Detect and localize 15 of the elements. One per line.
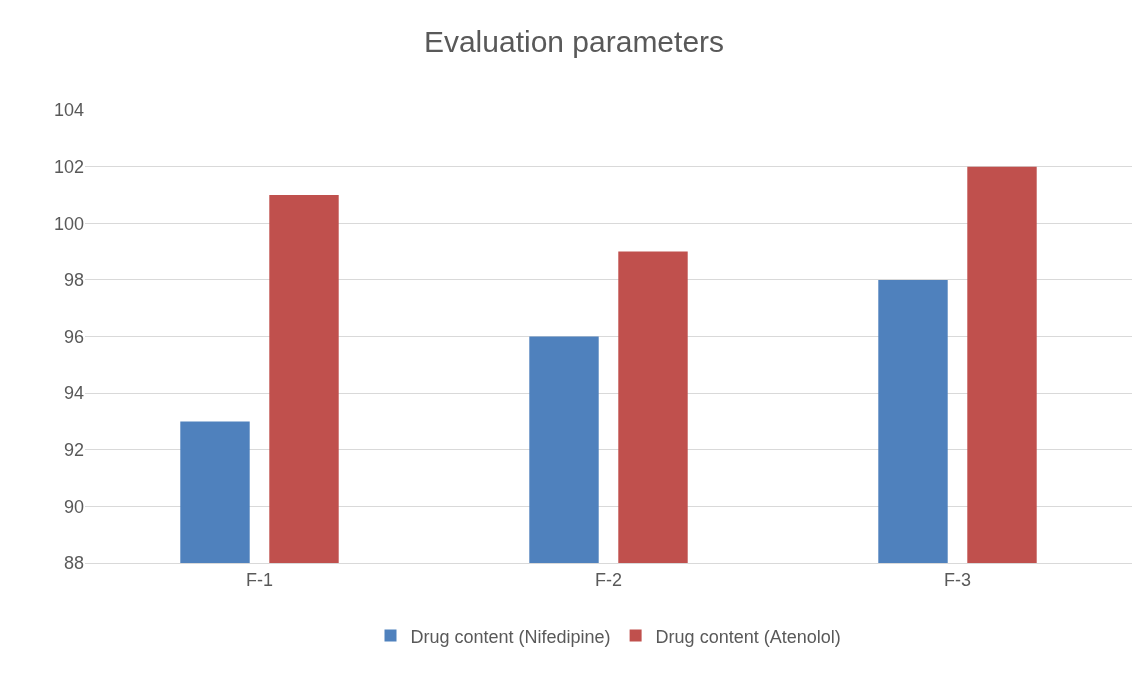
y-tick-label: 104 (53, 100, 84, 121)
y-tick-label: 92 (63, 440, 84, 461)
y-tick-label: 98 (63, 270, 84, 291)
x-tick-label: F-2 (595, 569, 622, 590)
y-tick-label: 96 (63, 326, 84, 347)
legend-label: Drug content (Atenolol) (655, 626, 841, 647)
y-tick-label: 102 (53, 156, 84, 177)
chart-title: Evaluation parameters (423, 24, 725, 58)
y-tick-label: 94 (63, 383, 84, 404)
y-tick-label: 100 (53, 213, 84, 234)
x-tick-label: F-1 (246, 569, 273, 590)
y-tick-label: 88 (63, 553, 84, 574)
x-tick-label: F-3 (944, 569, 971, 590)
y-tick-label: 90 (63, 496, 84, 517)
legend-label: Drug content (Nifedipine) (410, 626, 611, 647)
